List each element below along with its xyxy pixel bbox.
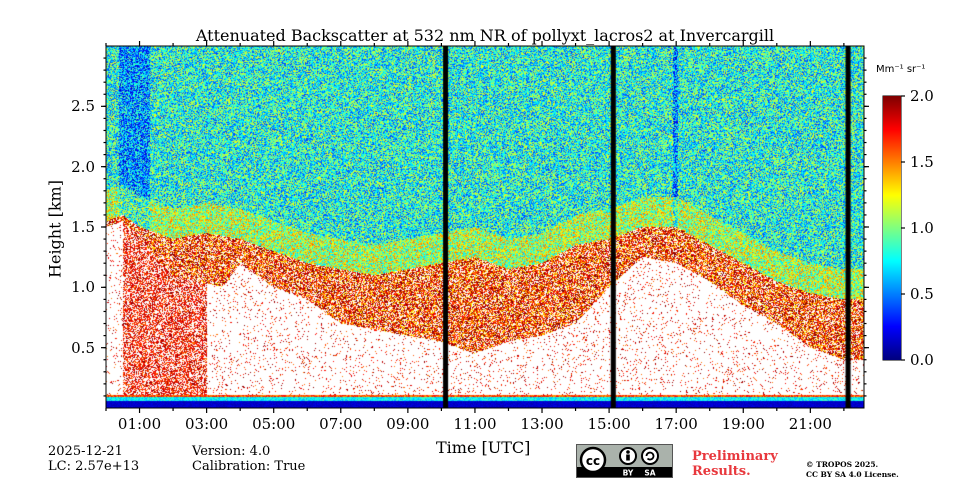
calibration-status: Calibration: True — [192, 459, 306, 474]
sa-text: SA — [644, 469, 655, 478]
colorbar-tick-label: 1.0 — [910, 219, 934, 237]
y-tick-label: 0.5 — [71, 338, 95, 357]
cc-by-sa-logo: cc BY SA — [576, 444, 673, 478]
chart-title: Attenuated Backscatter at 532 nm NR of p… — [195, 26, 775, 45]
y-tick-label: 2.0 — [71, 157, 95, 176]
x-tick-label: 21:00 — [788, 415, 832, 433]
measurement-date: 2025-12-21 — [48, 444, 123, 459]
meta-right: Version: 4.0 Calibration: True — [192, 444, 305, 474]
x-tick-label: 03:00 — [184, 415, 229, 433]
colorbar-tick-label: 0.0 — [910, 351, 934, 369]
y-tick-label: 1.5 — [71, 218, 95, 236]
colorbar-tick-label: 1.5 — [910, 153, 934, 171]
meta-left: 2025-12-21 LC: 2.57e+13 — [48, 444, 139, 474]
colorbar-tick-label: 2.0 — [910, 87, 934, 105]
x-tick-label: 19:00 — [721, 415, 765, 433]
x-tick-label: 11:00 — [453, 415, 497, 433]
backscatter-heatmap — [106, 46, 864, 408]
x-tick-label: 15:00 — [587, 415, 631, 433]
copyright-line2: CC BY SA 4.0 License. — [806, 470, 899, 479]
x-tick-label: 01:00 — [117, 415, 162, 433]
x-tick-label: 17:00 — [654, 415, 698, 433]
preliminary-line2: Results. — [692, 464, 751, 479]
cc-text: cc — [586, 454, 600, 468]
colorbar-tick-label: 0.5 — [910, 285, 934, 303]
preliminary-notice: Preliminary Results. — [692, 449, 778, 479]
sa-icon — [641, 447, 659, 465]
x-tick-label: 13:00 — [520, 415, 564, 433]
x-tick-label: 05:00 — [252, 415, 296, 433]
lidar-constant: LC: 2.57e+13 — [48, 459, 140, 474]
x-tick-label: 09:00 — [386, 415, 430, 433]
plot-frame — [105, 45, 865, 409]
colorbar-unit: Mm⁻¹ sr⁻¹ — [876, 64, 926, 75]
colorbar — [883, 96, 901, 360]
y-tick-label: 1.0 — [71, 278, 95, 297]
x-axis-label: Time [UTC] — [436, 438, 531, 457]
copyright-notice: © TROPOS 2025. CC BY SA 4.0 License. — [806, 460, 899, 480]
by-text: BY — [623, 469, 634, 478]
preliminary-line1: Preliminary — [692, 449, 778, 464]
y-axis-label: Height [km] — [45, 180, 65, 278]
processing-version: Version: 4.0 — [192, 444, 271, 459]
x-tick-label: 07:00 — [319, 415, 363, 433]
cc-icon — [579, 446, 607, 474]
y-tick-label: 2.5 — [71, 97, 95, 116]
copyright-line1: © TROPOS 2025. — [806, 460, 879, 469]
